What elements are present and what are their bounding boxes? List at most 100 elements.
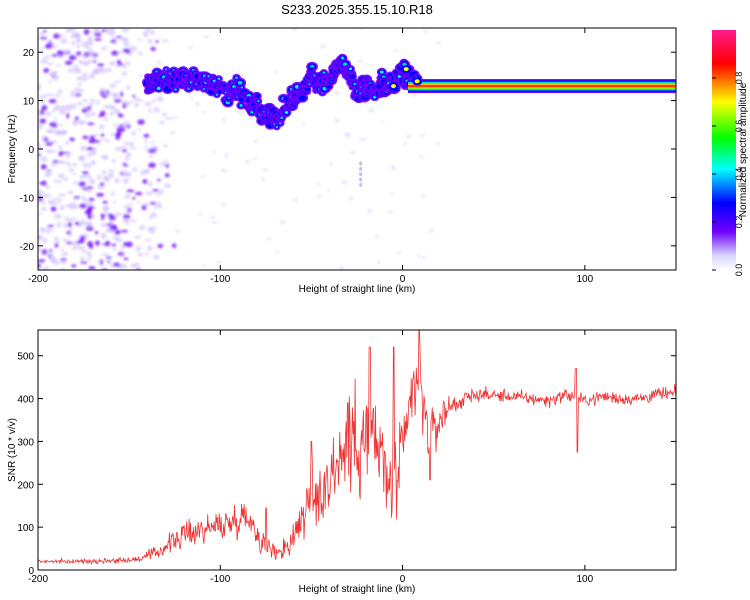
- noise-blob: [58, 145, 62, 151]
- noise-blob: [212, 150, 216, 153]
- noise-blob: [436, 142, 441, 145]
- snr-panel: -200 -100 0 100 0 100 200 300 400 500 Height of …: [7, 329, 677, 595]
- noise-blob: [106, 258, 111, 262]
- noise-blob: [71, 172, 77, 175]
- noise-blob: [129, 45, 138, 52]
- noise-blob: [49, 122, 57, 127]
- noise-blob: [116, 237, 122, 243]
- ridge-core: [275, 126, 278, 129]
- noise-blob: [149, 154, 153, 159]
- noise-blob: [132, 196, 136, 200]
- y-tick-label: 0: [28, 145, 34, 156]
- noise-blob: [102, 200, 108, 204]
- noise-blob: [41, 104, 48, 111]
- noise-blob: [144, 33, 149, 38]
- noise-blob: [50, 162, 58, 167]
- noise-blob: [144, 238, 152, 242]
- noise-blob: [83, 29, 90, 35]
- noise-blob: [137, 119, 145, 125]
- noise-blob: [123, 178, 129, 184]
- noise-blob: [236, 110, 242, 114]
- noise-blob: [423, 29, 428, 33]
- noise-blob: [50, 206, 57, 212]
- ridge-core: [239, 104, 243, 107]
- noise-blob: [106, 68, 112, 73]
- noise-blob: [406, 134, 412, 139]
- noise-blob: [48, 249, 53, 252]
- noise-blob: [124, 141, 129, 146]
- noise-blob: [76, 44, 81, 49]
- colorbar-ticks: 0.0 0.2 0.4 0.6 0.8: [712, 72, 744, 276]
- noise-blob: [86, 122, 95, 126]
- noise-blob: [97, 114, 105, 117]
- noise-speckle: [38, 28, 442, 270]
- noise-blob: [47, 39, 54, 45]
- noise-blob: [142, 179, 148, 184]
- noise-blob: [132, 95, 136, 98]
- noise-blob: [150, 145, 155, 149]
- noise-blob: [175, 229, 180, 233]
- noise-blob: [76, 245, 82, 250]
- noise-blob: [112, 224, 118, 231]
- noise-blob: [128, 101, 133, 105]
- noise-blob: [114, 80, 122, 83]
- noise-blob: [53, 94, 61, 97]
- noise-blob: [92, 60, 97, 63]
- noise-blob: [47, 129, 55, 134]
- noise-blob: [77, 67, 81, 72]
- ridge-blob: [359, 166, 363, 171]
- noise-blob: [114, 229, 121, 235]
- noise-blob: [40, 37, 48, 40]
- noise-blob: [101, 253, 110, 257]
- ridge-core: [340, 56, 345, 60]
- noise-blob: [77, 120, 84, 126]
- ridge-blob: [359, 177, 363, 182]
- noise-blob: [161, 39, 169, 43]
- noise-blob: [125, 204, 131, 208]
- ridge-core: [390, 84, 396, 89]
- noise-blob: [92, 139, 101, 143]
- noise-blob: [292, 198, 298, 202]
- noise-blob: [124, 193, 131, 199]
- noise-blob: [125, 151, 132, 158]
- colorbar-gradient: [712, 30, 736, 270]
- noise-blob: [170, 130, 176, 135]
- noise-blob: [111, 159, 116, 164]
- noise-blob: [58, 150, 63, 157]
- noise-blob: [59, 205, 66, 208]
- noise-blob: [150, 46, 156, 51]
- noise-blob: [106, 104, 113, 110]
- y-tick-label: 300: [17, 437, 34, 448]
- noise-blob: [39, 109, 45, 115]
- noise-blob: [42, 30, 48, 33]
- noise-blob: [216, 260, 223, 264]
- noise-blob: [72, 120, 76, 127]
- noise-blob: [42, 180, 47, 187]
- noise-blob: [53, 179, 58, 184]
- noise-blob: [67, 222, 73, 228]
- noise-blob: [102, 104, 108, 108]
- noise-blob: [48, 112, 53, 116]
- noise-blob: [101, 217, 105, 221]
- noise-blob: [60, 247, 65, 252]
- y-tick-label: 500: [17, 352, 34, 363]
- noise-blob: [94, 38, 102, 41]
- colorbar-tick-label: 0.4: [734, 168, 744, 181]
- ridge-core: [284, 111, 289, 115]
- noise-blob: [81, 245, 85, 251]
- noise-blob: [187, 46, 194, 49]
- noise-blob: [147, 108, 152, 112]
- noise-blob: [38, 235, 42, 241]
- noise-blob: [122, 214, 131, 219]
- noise-blob: [421, 194, 426, 198]
- noise-blob: [42, 237, 48, 244]
- spectrogram-x-label: Height of straight line (km): [299, 284, 416, 295]
- noise-blob: [92, 134, 100, 137]
- noise-blob: [51, 108, 59, 112]
- ridge-core: [156, 86, 161, 90]
- noise-blob: [153, 205, 158, 209]
- ridge-core: [348, 67, 353, 71]
- noise-blob: [48, 149, 56, 153]
- noise-blob: [87, 106, 92, 111]
- noise-blob: [144, 253, 149, 257]
